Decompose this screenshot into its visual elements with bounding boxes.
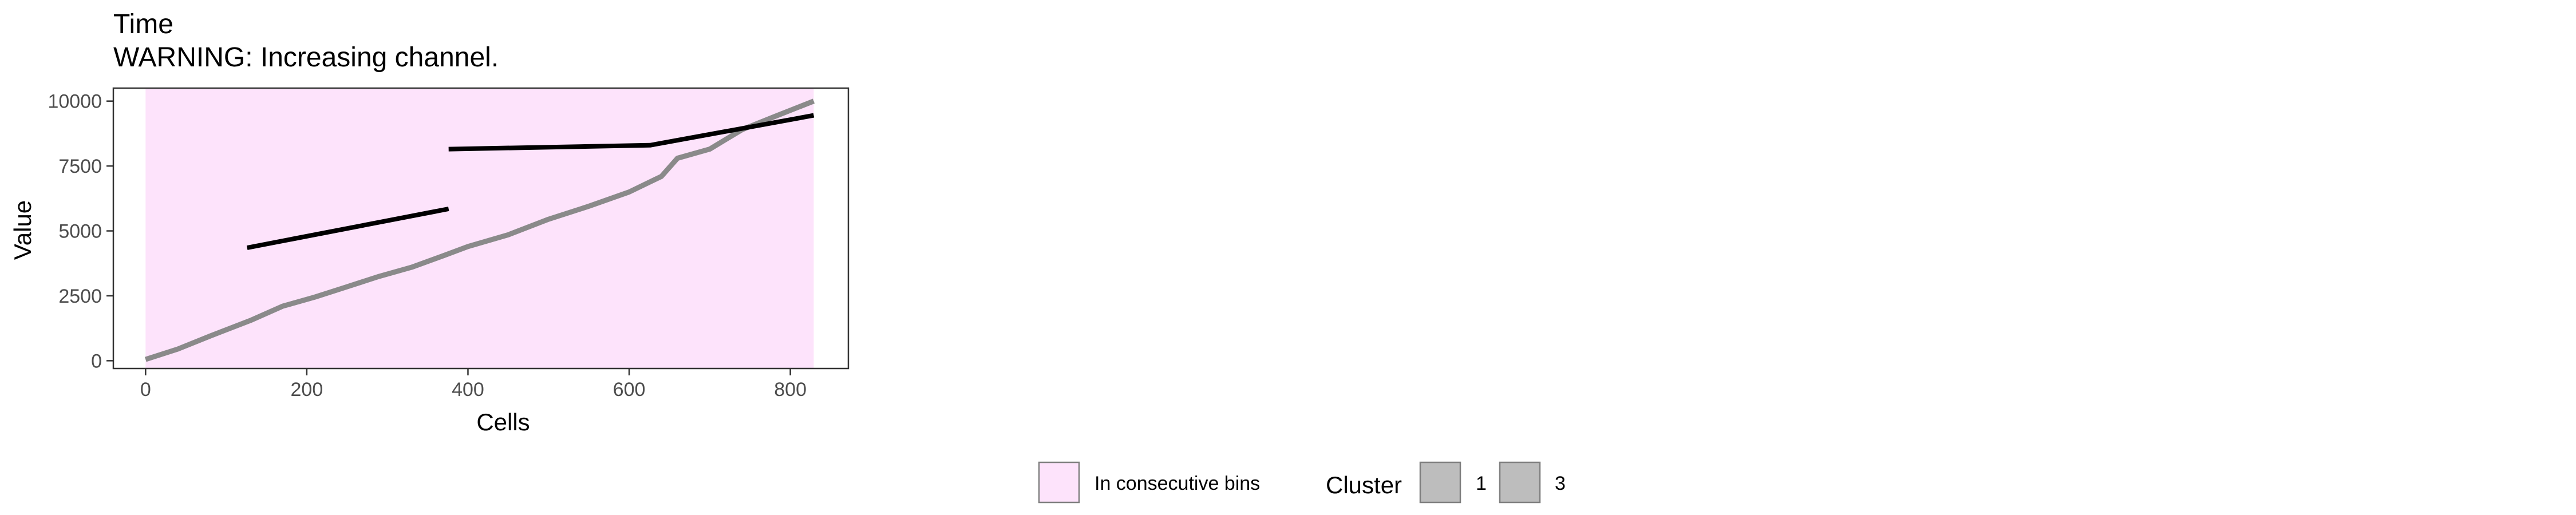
y-tick-label: 2500 [58, 286, 102, 307]
x-axis: 0 200 400 600 800 [140, 369, 807, 401]
plot-panel [112, 87, 850, 370]
legend-label-consecutive-bins: In consecutive bins [1095, 473, 1260, 494]
y-tick-label: 7500 [58, 156, 102, 177]
legend-label-cluster-1: 1 [1476, 473, 1487, 494]
chart-title: Time [113, 9, 173, 39]
legend-title-cluster: Cluster [1326, 472, 1402, 498]
x-tick-label: 800 [774, 379, 807, 401]
consecutive-bins-region [145, 88, 814, 369]
series-layer [144, 98, 815, 362]
legend: In consecutive bins Cluster 1 3 [1038, 461, 1566, 504]
x-tick-label: 0 [140, 379, 151, 401]
y-axis: 0 2500 5000 7500 10000 [48, 91, 113, 372]
x-tick-label: 600 [613, 379, 646, 401]
legend-key-cluster-3 [1499, 461, 1541, 504]
series-line-2 [246, 207, 449, 250]
y-tick-label: 0 [91, 350, 102, 372]
legend-label-cluster-3: 3 [1555, 473, 1566, 494]
y-axis-title: Value [9, 200, 36, 260]
legend-key-cluster-1 [1419, 461, 1461, 504]
y-tick-label: 5000 [58, 221, 102, 243]
chart-subtitle: WARNING: Increasing channel. [113, 42, 499, 73]
x-tick-label: 400 [452, 379, 484, 401]
y-tick-label: 10000 [48, 91, 102, 113]
x-tick-label: 200 [291, 379, 323, 401]
panel-border [112, 87, 850, 370]
series-line-1 [144, 98, 815, 362]
series-line-3 [448, 113, 815, 152]
x-axis-title: Cells [476, 409, 530, 435]
legend-key-consecutive-bins [1038, 461, 1080, 504]
